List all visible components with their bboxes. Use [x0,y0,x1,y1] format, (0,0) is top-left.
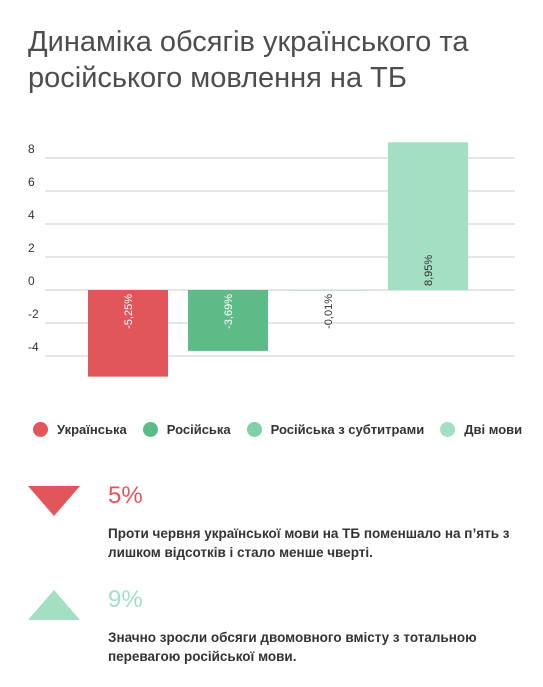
legend-label-ukrainian: Українська [57,422,127,437]
legend: Українська Російська Російська з субтитр… [33,422,538,437]
y-tick-label: 0 [28,274,35,288]
y-tick-label: 6 [28,175,35,189]
legend-dot-bilingual [440,422,456,437]
legend-item-bilingual: Дві мови [440,422,522,437]
data-label: -0,01% [323,294,335,329]
data-label: -3,69% [223,294,235,329]
legend-item-russian-subtitles: Російська з субтитрами [246,422,425,437]
legend-dot-ukrainian [33,422,48,437]
legend-label-bilingual: Дві мови [464,422,523,437]
stat-text-down: Проти червня української мови на ТБ поме… [108,526,510,560]
y-tick-label: 4 [28,208,35,222]
legend-dot-russian [142,422,158,437]
y-tick-label: 8 [28,142,35,156]
bar-chart: 8 6 4 2 0 -2 -4 -5,25% -3,69% -0,01% 8,95% [28,142,515,377]
legend-label-russian: Російська [166,422,231,437]
y-tick-label: -4 [28,340,39,354]
stat-value-down: 5% [108,482,143,509]
bar [88,290,168,377]
triangle-down-shape [28,486,80,516]
chart-title: Динаміка обсягів українського та російсь… [28,26,469,94]
legend-item-ukrainian: Українська [33,422,127,437]
bar [388,142,468,290]
triangle-up-shape [28,590,80,620]
triangle-up-icon [28,590,80,620]
stat-text-up: Значно зросли обсяги двомовного вмісту з… [108,630,477,664]
data-label: 8,95% [423,255,435,286]
legend-item-russian: Російська [142,422,231,437]
y-tick-label: -2 [28,307,39,321]
bar [188,290,268,351]
stat-value-up: 9% [108,586,143,613]
legend-dot-russian-subtitles [246,422,262,437]
triangle-down-icon [28,486,80,516]
y-tick-label: 2 [28,241,35,255]
legend-label-russian-subtitles: Російська з субтитрами [270,422,425,437]
bar [288,290,368,291]
data-label: -5,25% [123,294,135,329]
